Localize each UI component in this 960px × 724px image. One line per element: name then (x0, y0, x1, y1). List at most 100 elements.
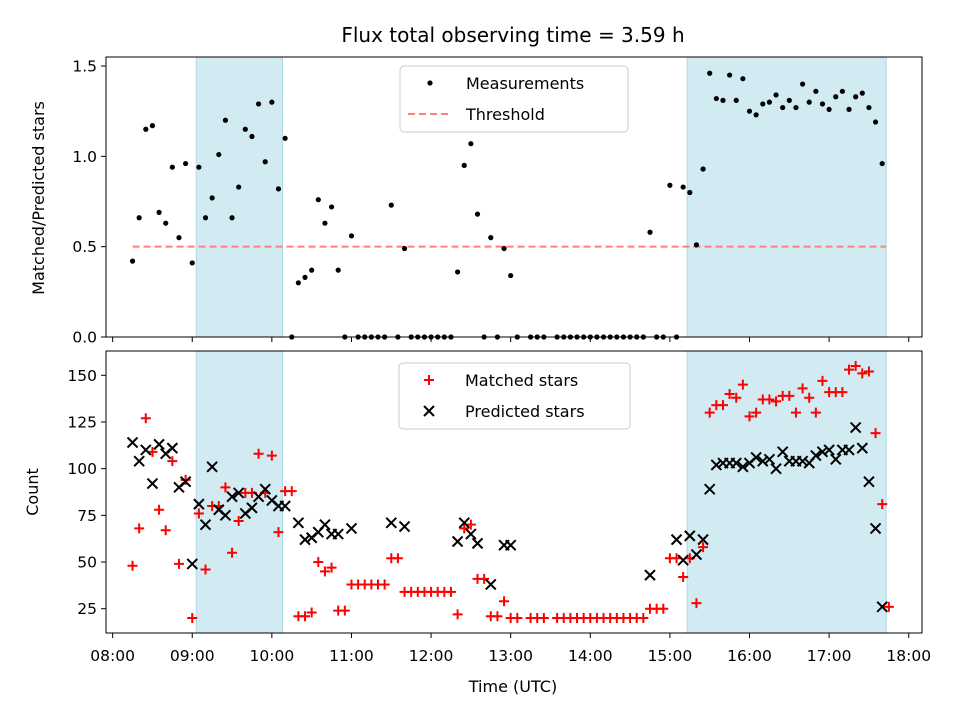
measurement-point (700, 166, 706, 172)
matched-star-point (744, 411, 755, 422)
x-tick-label: 13:00 (488, 647, 533, 665)
predicted-star-point (140, 444, 152, 456)
measurement-point (859, 90, 865, 96)
measurement-point (348, 233, 355, 239)
measurement-point (799, 81, 806, 87)
measurement-point (773, 92, 779, 98)
predicted-star-point (345, 522, 358, 535)
predicted-star-point (471, 537, 484, 550)
measurement-point (667, 182, 673, 188)
matched-star-point (850, 360, 861, 371)
matched-star-point (671, 553, 682, 564)
predicted-star-point (644, 569, 656, 581)
matched-star-point (154, 504, 165, 515)
measurement-point (335, 267, 341, 273)
x-tick-label: 17:00 (807, 647, 852, 665)
predicted-star-point (703, 483, 716, 495)
measurement-point (229, 215, 235, 221)
matched-star-point (810, 407, 821, 418)
measurement-point (315, 197, 321, 203)
measurement-point (275, 186, 282, 192)
matched-star-point (784, 390, 795, 401)
measurement-point (461, 162, 467, 168)
measurement-point (713, 95, 719, 102)
measurement-point (720, 97, 726, 103)
measurement-point (209, 195, 215, 201)
measurement-point (733, 97, 739, 103)
measurement-point (839, 88, 845, 94)
predicted-star-point (319, 518, 331, 531)
matched-star-point (180, 474, 191, 485)
legend-label: Matched stars (465, 371, 578, 390)
measurement-point (753, 112, 759, 118)
measurement-point (501, 245, 507, 252)
measurement-point (143, 126, 149, 132)
x-tick-label: 08:00 (90, 647, 135, 665)
predicted-star-point (697, 533, 709, 546)
matched-star-point (538, 613, 549, 624)
predicted-star-point (690, 548, 703, 561)
measurement-point (819, 101, 826, 107)
y-tick-label: 50 (77, 554, 97, 572)
matched-star-point (273, 527, 284, 538)
predicted-star-point (770, 462, 782, 475)
predicted-star-point (763, 453, 776, 466)
measurement-point (766, 99, 773, 105)
measurement-point (833, 94, 839, 100)
matched-star-point (200, 564, 211, 575)
predicted-star-point (232, 487, 245, 499)
measurement-point (853, 94, 859, 100)
x-tick-label: 16:00 (727, 647, 772, 665)
predicted-star-point (299, 533, 311, 546)
measurement-point (176, 235, 182, 241)
matched-star-point (804, 392, 815, 403)
legend-box (398, 362, 631, 430)
predicted-star-point (279, 500, 291, 512)
matched-star-point (227, 547, 238, 558)
matched-star-point (817, 375, 828, 386)
predicted-star-point (776, 446, 789, 458)
matched-star-point (717, 400, 728, 411)
predicted-star-point (465, 528, 477, 540)
matched-star-point (737, 379, 748, 390)
x-axis-label: Time (UTC) (468, 677, 557, 696)
predicted-star-point (796, 455, 809, 467)
matched-star-point (857, 368, 868, 379)
predicted-star-point (146, 477, 159, 490)
top-ylabel: Matched/Predicted stars (29, 101, 48, 295)
matched-star-point (771, 396, 782, 407)
measurement-point (262, 159, 268, 165)
measurement-point (746, 108, 753, 114)
legend-box (399, 65, 629, 133)
x-tick-label: 12:00 (409, 647, 454, 665)
matched-star-point (479, 573, 490, 584)
predicted-star-point (737, 461, 749, 473)
predicted-star-point (816, 446, 829, 458)
measurement-point (249, 133, 255, 140)
matched-star-point (306, 607, 317, 618)
predicted-star-point (677, 554, 689, 566)
matched-star-point (678, 571, 689, 582)
measurement-point (388, 202, 394, 208)
x-tick-label: 14:00 (568, 647, 613, 665)
matched-star-point (837, 387, 848, 398)
matched-star-point (339, 605, 350, 616)
x-tick-label: 18:00 (886, 647, 931, 665)
bottom-ylabel: Count (23, 468, 42, 516)
predicted-star-point (856, 442, 869, 454)
matched-star-point (319, 566, 330, 577)
predicted-star-point (710, 459, 723, 471)
predicted-star-point (199, 518, 212, 531)
predicted-star-point (332, 528, 344, 540)
measurement-point (242, 126, 248, 132)
measurement-point (216, 151, 222, 158)
matched-star-point (751, 407, 762, 418)
legend-label: Threshold (465, 105, 545, 124)
matched-star-point (731, 392, 742, 403)
matched-star-point (704, 407, 715, 418)
x-tick-label: 11:00 (329, 647, 374, 665)
predicted-star-point (385, 517, 397, 529)
measurement-point (846, 106, 852, 112)
legend-marker-measurements (427, 80, 433, 86)
predicted-star-point (730, 457, 742, 469)
